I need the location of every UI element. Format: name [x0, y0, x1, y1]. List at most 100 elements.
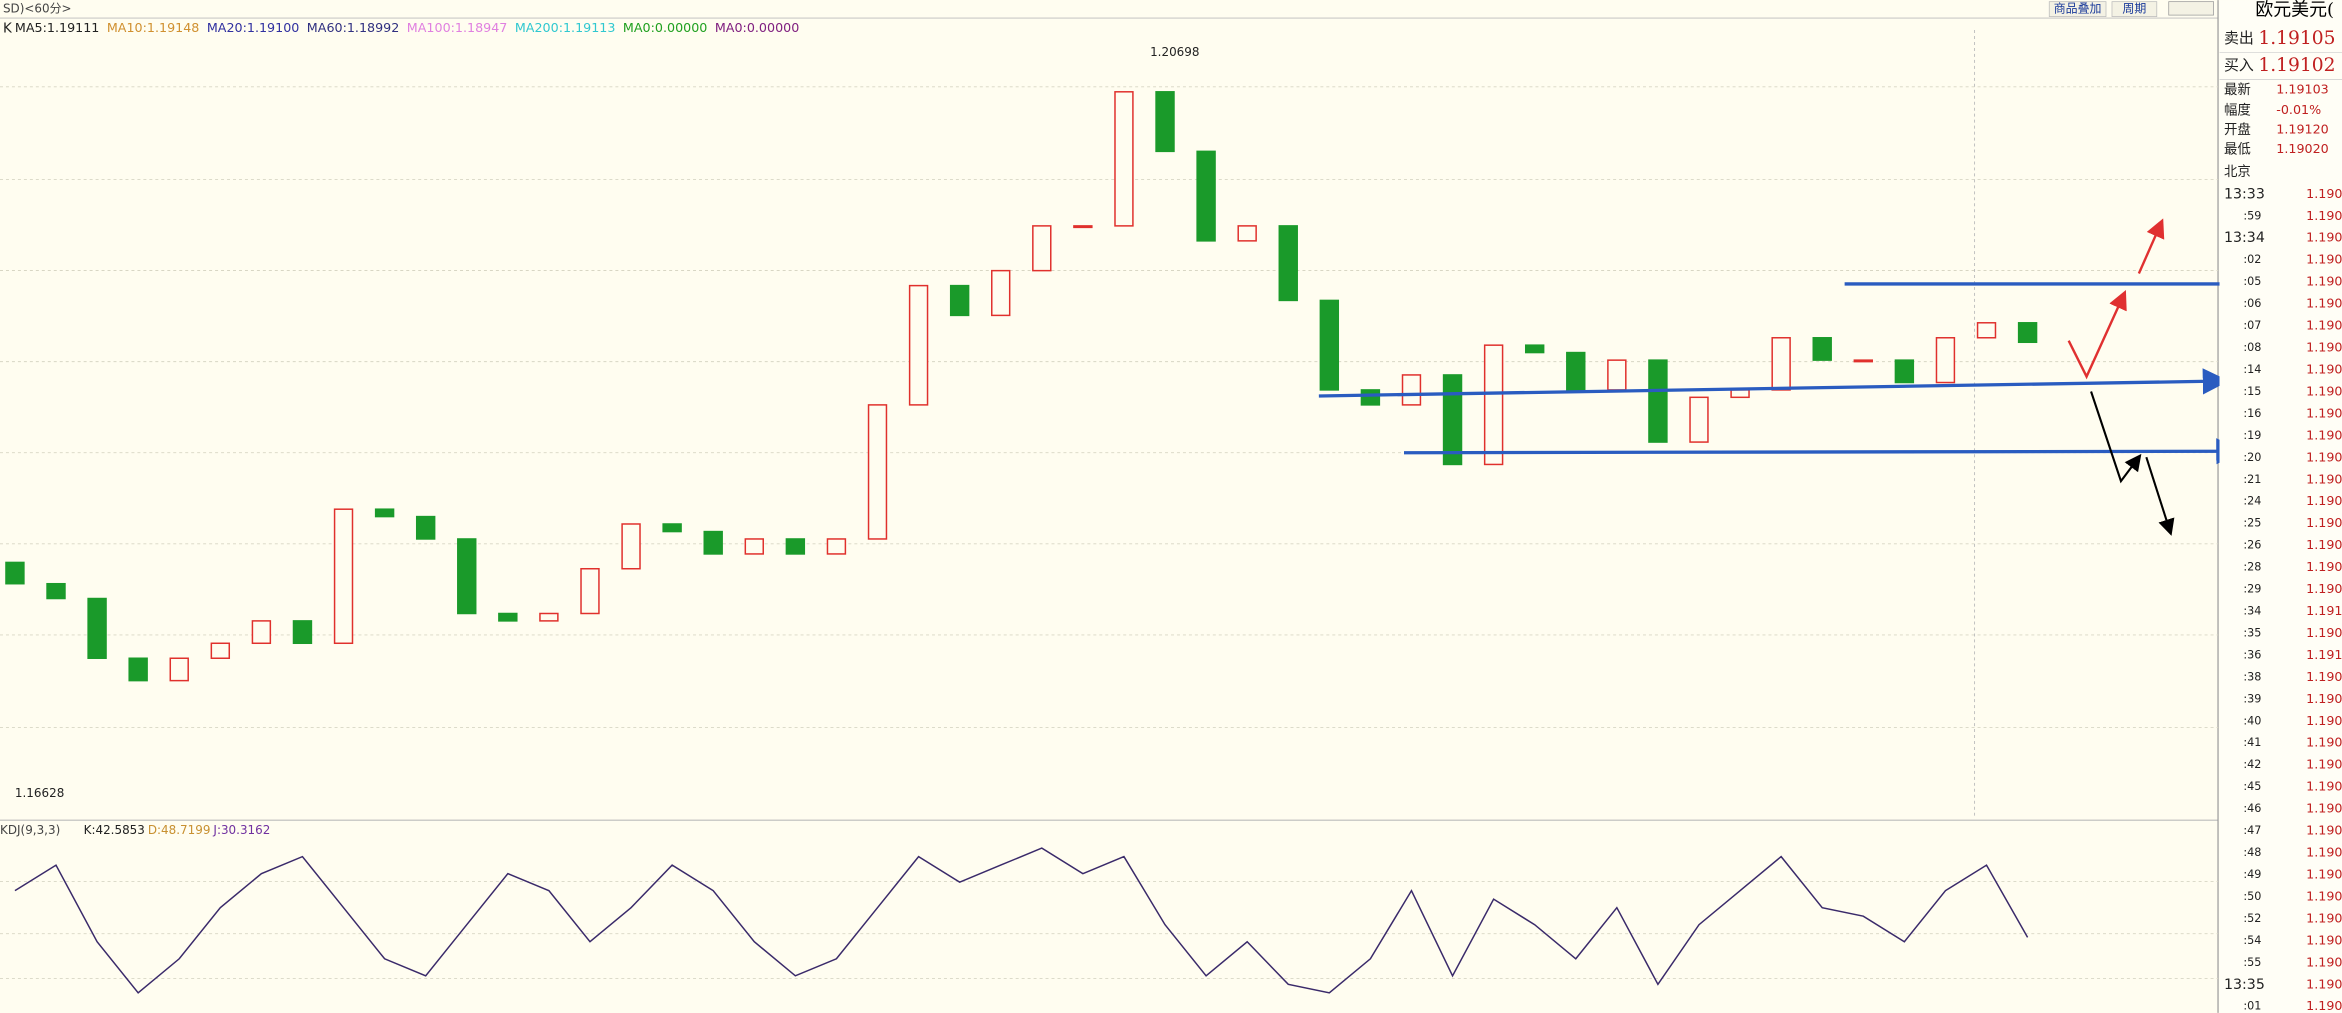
candle: [1073, 225, 1093, 229]
tick-time: :41: [2243, 736, 2261, 749]
tick-price: 1.190: [2306, 866, 2342, 881]
tick-time: :54: [2243, 934, 2261, 947]
tick-price: 1.190: [2306, 515, 2342, 530]
tick-time: 13:34: [2224, 230, 2265, 246]
tick-price: 1.190: [2306, 581, 2342, 596]
candle: [1196, 150, 1216, 242]
annotations: [1318, 218, 2267, 536]
legend-item: MA0:0.00000: [623, 20, 707, 35]
candle: [210, 642, 231, 659]
tick-time: :40: [2243, 714, 2261, 727]
candle: [1483, 344, 1504, 466]
candle: [1442, 374, 1463, 466]
tick-price: 1.190: [2306, 954, 2342, 969]
tick-time: :16: [2243, 407, 2261, 420]
tick-price: 1.190: [2306, 296, 2342, 311]
indicator: [14, 847, 2029, 994]
candle: [1155, 91, 1175, 153]
quote-label: 买入: [2224, 56, 2254, 74]
support-line: [1404, 438, 2243, 465]
candle: [128, 657, 148, 682]
button-label[interactable]: 周期: [2122, 2, 2146, 16]
button[interactable]: [2111, 1, 2158, 17]
tick-price: 1.190: [2306, 537, 2342, 552]
tick-price: 1.190: [2306, 691, 2342, 706]
candle: [2017, 322, 2038, 344]
candle: [949, 284, 970, 317]
tick-price: 1.190: [2306, 713, 2342, 728]
quote-label: 卖出: [2224, 29, 2254, 47]
tick-price: 1.190: [2306, 252, 2342, 267]
indicator-legend-item: D:48.7199: [148, 823, 211, 837]
tick-price: 1.190: [2306, 208, 2342, 223]
legend-item: MA200:1.19113: [515, 20, 616, 35]
button-label[interactable]: 商品叠加: [2054, 1, 2102, 16]
tick-price: 1.190: [2306, 669, 2342, 684]
indicator-title: KDJ(9,3,3): [0, 823, 60, 837]
indicator-legend: K:42.5853 D:48.7199 J:30.3162: [84, 823, 271, 837]
candle: [908, 284, 929, 406]
tick-time: :06: [2243, 297, 2261, 310]
quote-value: -0.01%: [2276, 102, 2321, 117]
indicator-legend-item: K:42.5853: [84, 823, 145, 837]
quote-label: 最新: [2224, 82, 2251, 98]
tick-time: :26: [2243, 539, 2261, 552]
high-label: 1.20698: [1150, 45, 1199, 59]
legend-item: MA10:1.19148: [107, 20, 200, 35]
candles: [5, 91, 2038, 682]
candle: [1607, 359, 1627, 391]
tick-price: 1.190: [2306, 230, 2342, 245]
tick-time: :29: [2243, 583, 2261, 596]
quote-title: 欧元美元(: [2255, 0, 2334, 21]
candle: [662, 523, 682, 533]
candle: [1771, 337, 1791, 391]
quote-value: 1.19105: [2258, 28, 2335, 49]
tick-time: :14: [2243, 363, 2261, 376]
tick-time: :28: [2243, 561, 2261, 574]
candle: [703, 530, 723, 555]
tick-time: :21: [2243, 473, 2261, 486]
window-controls[interactable]: [2168, 1, 2214, 16]
indicator-legend-item: J:30.3162: [212, 823, 270, 837]
candle: [46, 582, 66, 600]
tick-time: :52: [2243, 912, 2261, 925]
tick-price: 1.190: [2306, 361, 2342, 376]
tick-time: :35: [2243, 626, 2261, 639]
down-arrow: [2145, 456, 2175, 536]
candle: [1689, 396, 1709, 443]
candle: [5, 561, 25, 585]
tick-time: :02: [2243, 253, 2261, 266]
legend-label: K: [3, 22, 13, 37]
tick-price: 1.190: [2306, 318, 2342, 333]
candle: [1401, 374, 1422, 406]
quote-value: 1.19120: [2276, 122, 2328, 137]
tick-price: 1.190: [2306, 735, 2342, 750]
button[interactable]: [2048, 1, 2107, 17]
tick-price: 1.190: [2306, 779, 2342, 794]
legend-item: MA0:0.00000: [715, 20, 799, 35]
tick-time: :49: [2243, 868, 2261, 881]
legend-item: MA60:1.18992: [307, 20, 400, 35]
candle: [1894, 359, 1915, 384]
quote-label: 最低: [2224, 142, 2251, 158]
tick-time: :45: [2243, 780, 2261, 793]
quote-label: 幅度: [2224, 103, 2251, 119]
candle: [1114, 91, 1134, 227]
grid: [0, 30, 2219, 979]
tick-price: 1.190: [2306, 186, 2342, 201]
tick-price: 1.190: [2306, 471, 2342, 486]
candle: [169, 657, 189, 682]
tick-time: :50: [2243, 890, 2261, 903]
tick-price: 1.190: [2306, 888, 2342, 903]
tick-time: :19: [2243, 429, 2261, 442]
up-arrow: [2137, 218, 2165, 274]
tick-price: 1.190: [2306, 976, 2342, 991]
tick-price: 1.190: [2306, 449, 2342, 464]
candle: [1730, 389, 1750, 399]
tick-price: 1.190: [2306, 845, 2342, 860]
candle: [1976, 322, 1997, 339]
low-label: 1.16628: [15, 786, 64, 800]
tick-price: 1.190: [2306, 493, 2342, 508]
